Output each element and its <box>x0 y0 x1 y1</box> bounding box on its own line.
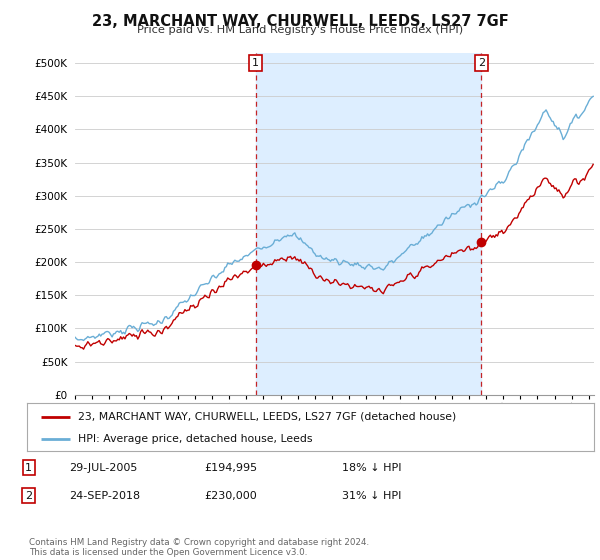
Text: Price paid vs. HM Land Registry's House Price Index (HPI): Price paid vs. HM Land Registry's House … <box>137 25 463 35</box>
Text: 1: 1 <box>25 463 32 473</box>
Text: 1: 1 <box>252 58 259 68</box>
Text: 24-SEP-2018: 24-SEP-2018 <box>69 491 140 501</box>
Text: £230,000: £230,000 <box>204 491 257 501</box>
Text: 2: 2 <box>478 58 485 68</box>
Text: 29-JUL-2005: 29-JUL-2005 <box>69 463 137 473</box>
Text: 18% ↓ HPI: 18% ↓ HPI <box>342 463 401 473</box>
Bar <box>256 53 481 395</box>
Text: 31% ↓ HPI: 31% ↓ HPI <box>342 491 401 501</box>
Text: 23, MARCHANT WAY, CHURWELL, LEEDS, LS27 7GF (detached house): 23, MARCHANT WAY, CHURWELL, LEEDS, LS27 … <box>78 412 456 422</box>
Text: 23, MARCHANT WAY, CHURWELL, LEEDS, LS27 7GF: 23, MARCHANT WAY, CHURWELL, LEEDS, LS27 … <box>92 14 508 29</box>
Text: Contains HM Land Registry data © Crown copyright and database right 2024.
This d: Contains HM Land Registry data © Crown c… <box>29 538 369 557</box>
Text: 2: 2 <box>25 491 32 501</box>
Text: HPI: Average price, detached house, Leeds: HPI: Average price, detached house, Leed… <box>78 434 313 444</box>
Text: £194,995: £194,995 <box>204 463 257 473</box>
